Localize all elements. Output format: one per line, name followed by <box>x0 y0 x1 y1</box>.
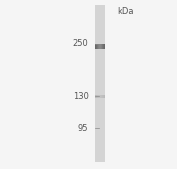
Text: 250: 250 <box>73 39 88 49</box>
Text: kDa: kDa <box>117 7 133 16</box>
Text: 95: 95 <box>78 124 88 133</box>
Text: 130: 130 <box>73 92 88 101</box>
Bar <box>95 5 105 162</box>
